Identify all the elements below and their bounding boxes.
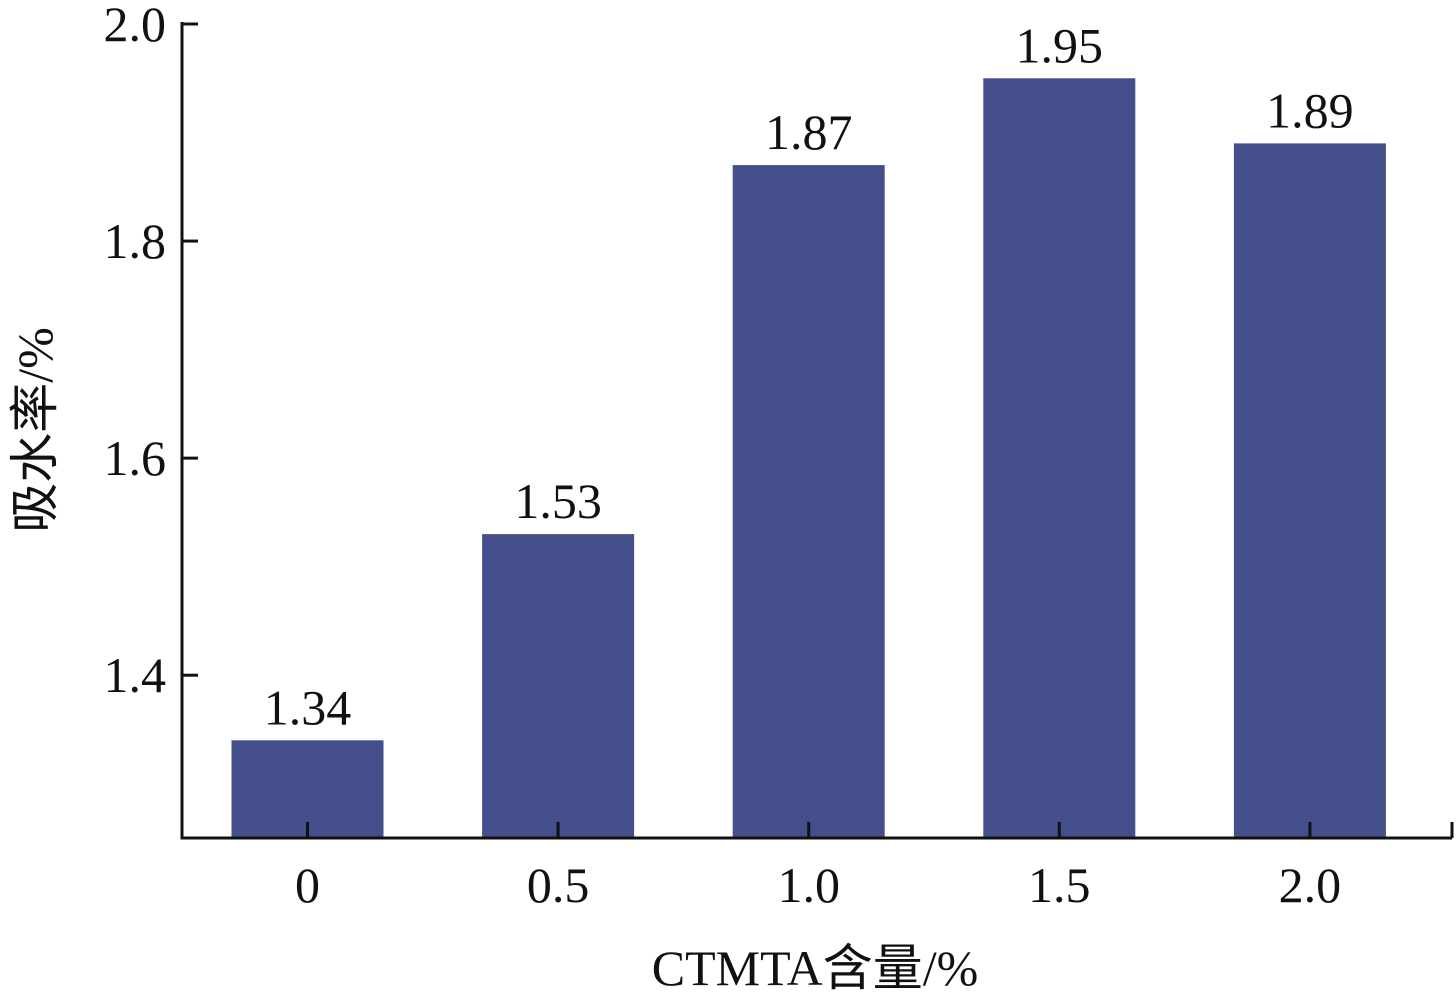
y-tick-label: 2.0 — [104, 0, 167, 52]
axes-group — [180, 22, 1454, 840]
bar-value-label: 1.87 — [765, 104, 853, 160]
bar — [482, 534, 635, 838]
bar — [732, 165, 885, 839]
y-ticks-group: 1.4 1.6 1.8 2.0 — [104, 0, 198, 703]
bar — [983, 78, 1136, 839]
bar-value-label: 1.95 — [1016, 17, 1104, 73]
bars-group — [231, 78, 1386, 839]
value-labels-group: 1.34 1.53 1.87 1.95 1.89 — [264, 17, 1354, 735]
x-tick-label: 1.5 — [1028, 857, 1091, 913]
x-tick-label: 1.0 — [777, 857, 840, 913]
y-tick-label: 1.4 — [104, 647, 167, 703]
x-tick-label: 0 — [295, 857, 320, 913]
bar — [1233, 143, 1386, 839]
y-tick-label: 1.6 — [104, 430, 167, 486]
x-ticks-group: 0 0.5 1.0 1.5 2.0 — [295, 822, 1341, 913]
x-axis-title: CTMTA含量/% — [652, 940, 979, 994]
y-axis-title: 吸水率/% — [7, 327, 63, 533]
bar-value-label: 1.53 — [514, 473, 602, 529]
bar-value-label: 1.34 — [264, 679, 352, 735]
bar — [231, 740, 384, 838]
x-tick-label: 2.0 — [1279, 857, 1342, 913]
x-tick-label: 0.5 — [527, 857, 590, 913]
bar-value-label: 1.89 — [1266, 82, 1354, 138]
y-tick-label: 1.8 — [104, 213, 167, 269]
